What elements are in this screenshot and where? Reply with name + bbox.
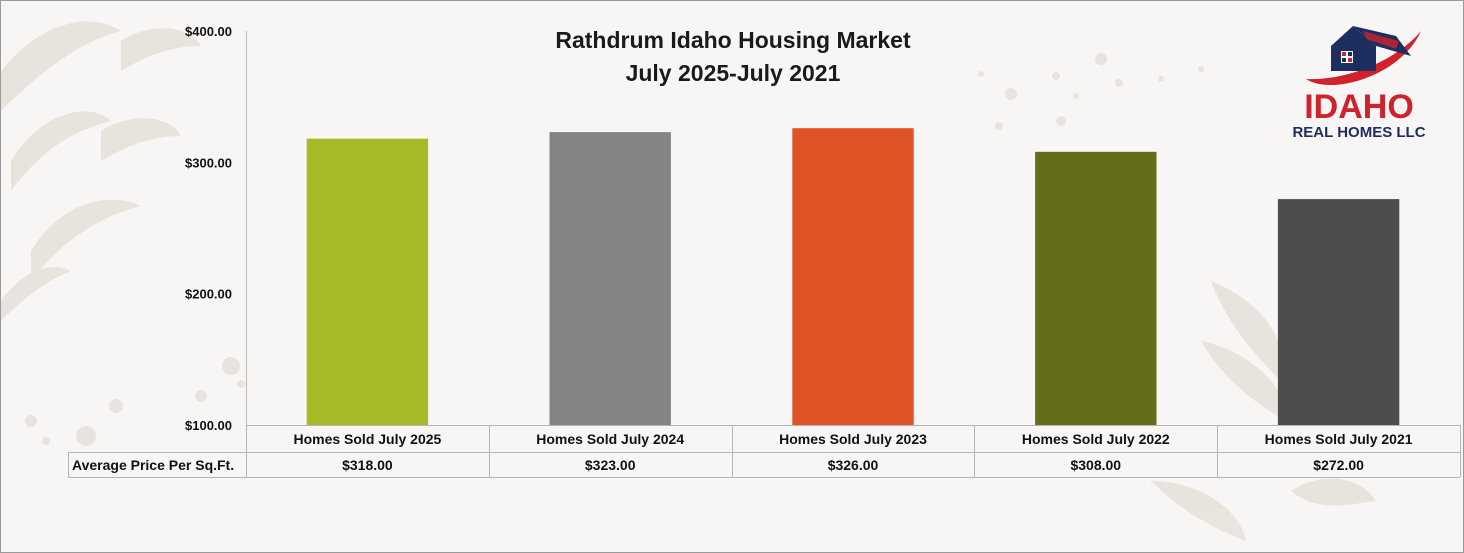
bar <box>1277 199 1400 425</box>
leaf-decoration-left <box>1 21 245 446</box>
y-tick-label: $300.00 <box>185 155 232 170</box>
house-flag-icon <box>1306 26 1421 86</box>
category-label: Homes Sold July 2025 <box>293 431 441 447</box>
bar <box>1035 151 1157 425</box>
company-logo: IDAHO REAL HOMES LLC <box>1292 26 1426 141</box>
series-row-label: Average Price Per Sq.Ft. <box>72 457 234 473</box>
y-tick-label: $400.00 <box>185 24 232 39</box>
bar <box>792 128 914 425</box>
y-axis-ticks: $100.00 $200.00 $300.00 $400.00 <box>185 24 232 433</box>
category-label: Homes Sold July 2021 <box>1265 431 1413 447</box>
logo-word-idaho: IDAHO <box>1304 88 1414 126</box>
chart-subtitle: July 2025-July 2021 <box>626 60 841 86</box>
value-label: $323.00 <box>585 457 636 473</box>
chart-title: Rathdrum Idaho Housing Market <box>555 27 911 53</box>
y-tick-label: $200.00 <box>185 287 232 302</box>
category-label: Homes Sold July 2024 <box>536 431 684 447</box>
logo-word-real-homes: REAL HOMES LLC <box>1292 124 1425 141</box>
value-label: $318.00 <box>342 457 393 473</box>
value-label: $326.00 <box>828 457 879 473</box>
y-tick-label: $100.00 <box>185 418 232 433</box>
value-label: $272.00 <box>1313 457 1364 473</box>
bars-group <box>306 128 1400 426</box>
value-label: $308.00 <box>1070 457 1121 473</box>
category-label: Homes Sold July 2023 <box>779 431 927 447</box>
category-label: Homes Sold July 2022 <box>1022 431 1170 447</box>
data-table: Average Price Per Sq.Ft. Homes Sold July … <box>68 425 1461 478</box>
bar <box>549 132 671 426</box>
bar <box>306 138 429 425</box>
